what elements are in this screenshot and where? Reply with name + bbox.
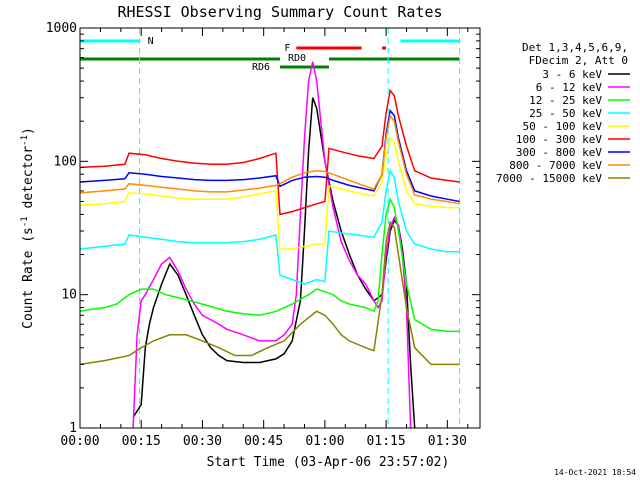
generation-timestamp: 14-Oct-2021 18:54 [554, 468, 636, 477]
legend-entry-label: 50 - 100 keV [523, 120, 603, 133]
y-tick-label: 1000 [46, 21, 77, 36]
series-lines [79, 61, 460, 429]
x-tick-label: 00:15 [122, 434, 161, 449]
legend-entry-label: 300 - 800 keV [516, 146, 602, 159]
x-tick-label: 01:30 [428, 434, 467, 449]
x-tick-label: 00:45 [244, 434, 283, 449]
x-tick-label: 01:00 [305, 434, 344, 449]
series-line-50_100keV [79, 136, 460, 250]
y-axis-label: Count Rate (s-1 detector-1) [20, 127, 36, 329]
x-tick-label: 00:00 [60, 434, 99, 449]
chart-title: RHESSI Observing Summary Count Rates [117, 3, 442, 21]
y-tick-label: 1 [69, 421, 77, 436]
legend-header-line-1: Det 1,3,4,5,6,9, [522, 41, 628, 54]
x-axis: 00:00 00:15 00:30 00:45 01:00 01:15 01:30 [60, 28, 469, 449]
plot-frame [79, 27, 481, 429]
series-line-25_50keV [79, 168, 460, 285]
night-label: N [148, 36, 154, 47]
x-tick-label: 01:15 [367, 434, 406, 449]
night-boundary-lines [79, 28, 461, 428]
series-line-300_800keV [79, 108, 460, 203]
legend-entry-label: 3 - 6 keV [542, 68, 602, 81]
flare-indicator-band: F [284, 43, 387, 54]
legend-entry-label: 7000 - 15000 keV [496, 172, 602, 185]
series-line-800_7000keV [79, 113, 460, 205]
legend-entry-label: 25 - 50 keV [529, 107, 602, 120]
rd-upper-label: RD0 [288, 53, 306, 64]
flare-label: F [284, 43, 290, 54]
legend-entry-label: 6 - 12 keV [536, 81, 603, 94]
legend-entry-label: 100 - 300 keV [516, 133, 602, 146]
y-tick-label: 10 [61, 288, 77, 303]
legend-header-line-2: FDecim 2, Att 0 [529, 54, 628, 67]
legend-entry-label: 800 - 7000 keV [509, 159, 602, 172]
legend: Det 1,3,4,5,6,9, FDecim 2, Att 0 3 - 6 k… [496, 41, 630, 185]
series-line-100_300keV [79, 88, 460, 216]
series-line-7000_15000keV [79, 220, 460, 366]
y-tick-label: 100 [54, 154, 77, 169]
series-line-3_6keV [132, 97, 416, 429]
series-line-6_12keV [132, 61, 412, 429]
legend-entry-label: 12 - 25 keV [529, 94, 602, 107]
series-line-12_25keV [79, 197, 460, 333]
night-indicator-band: N [80, 36, 460, 47]
x-tick-label: 00:30 [183, 434, 222, 449]
rate-decimation-band: RD0 RD6 [80, 53, 460, 73]
rd-lower-label: RD6 [252, 62, 270, 73]
x-axis-label: Start Time (03-Apr-06 23:57:02) [207, 455, 450, 470]
y-axis: 1 10 100 1000 [46, 21, 480, 436]
